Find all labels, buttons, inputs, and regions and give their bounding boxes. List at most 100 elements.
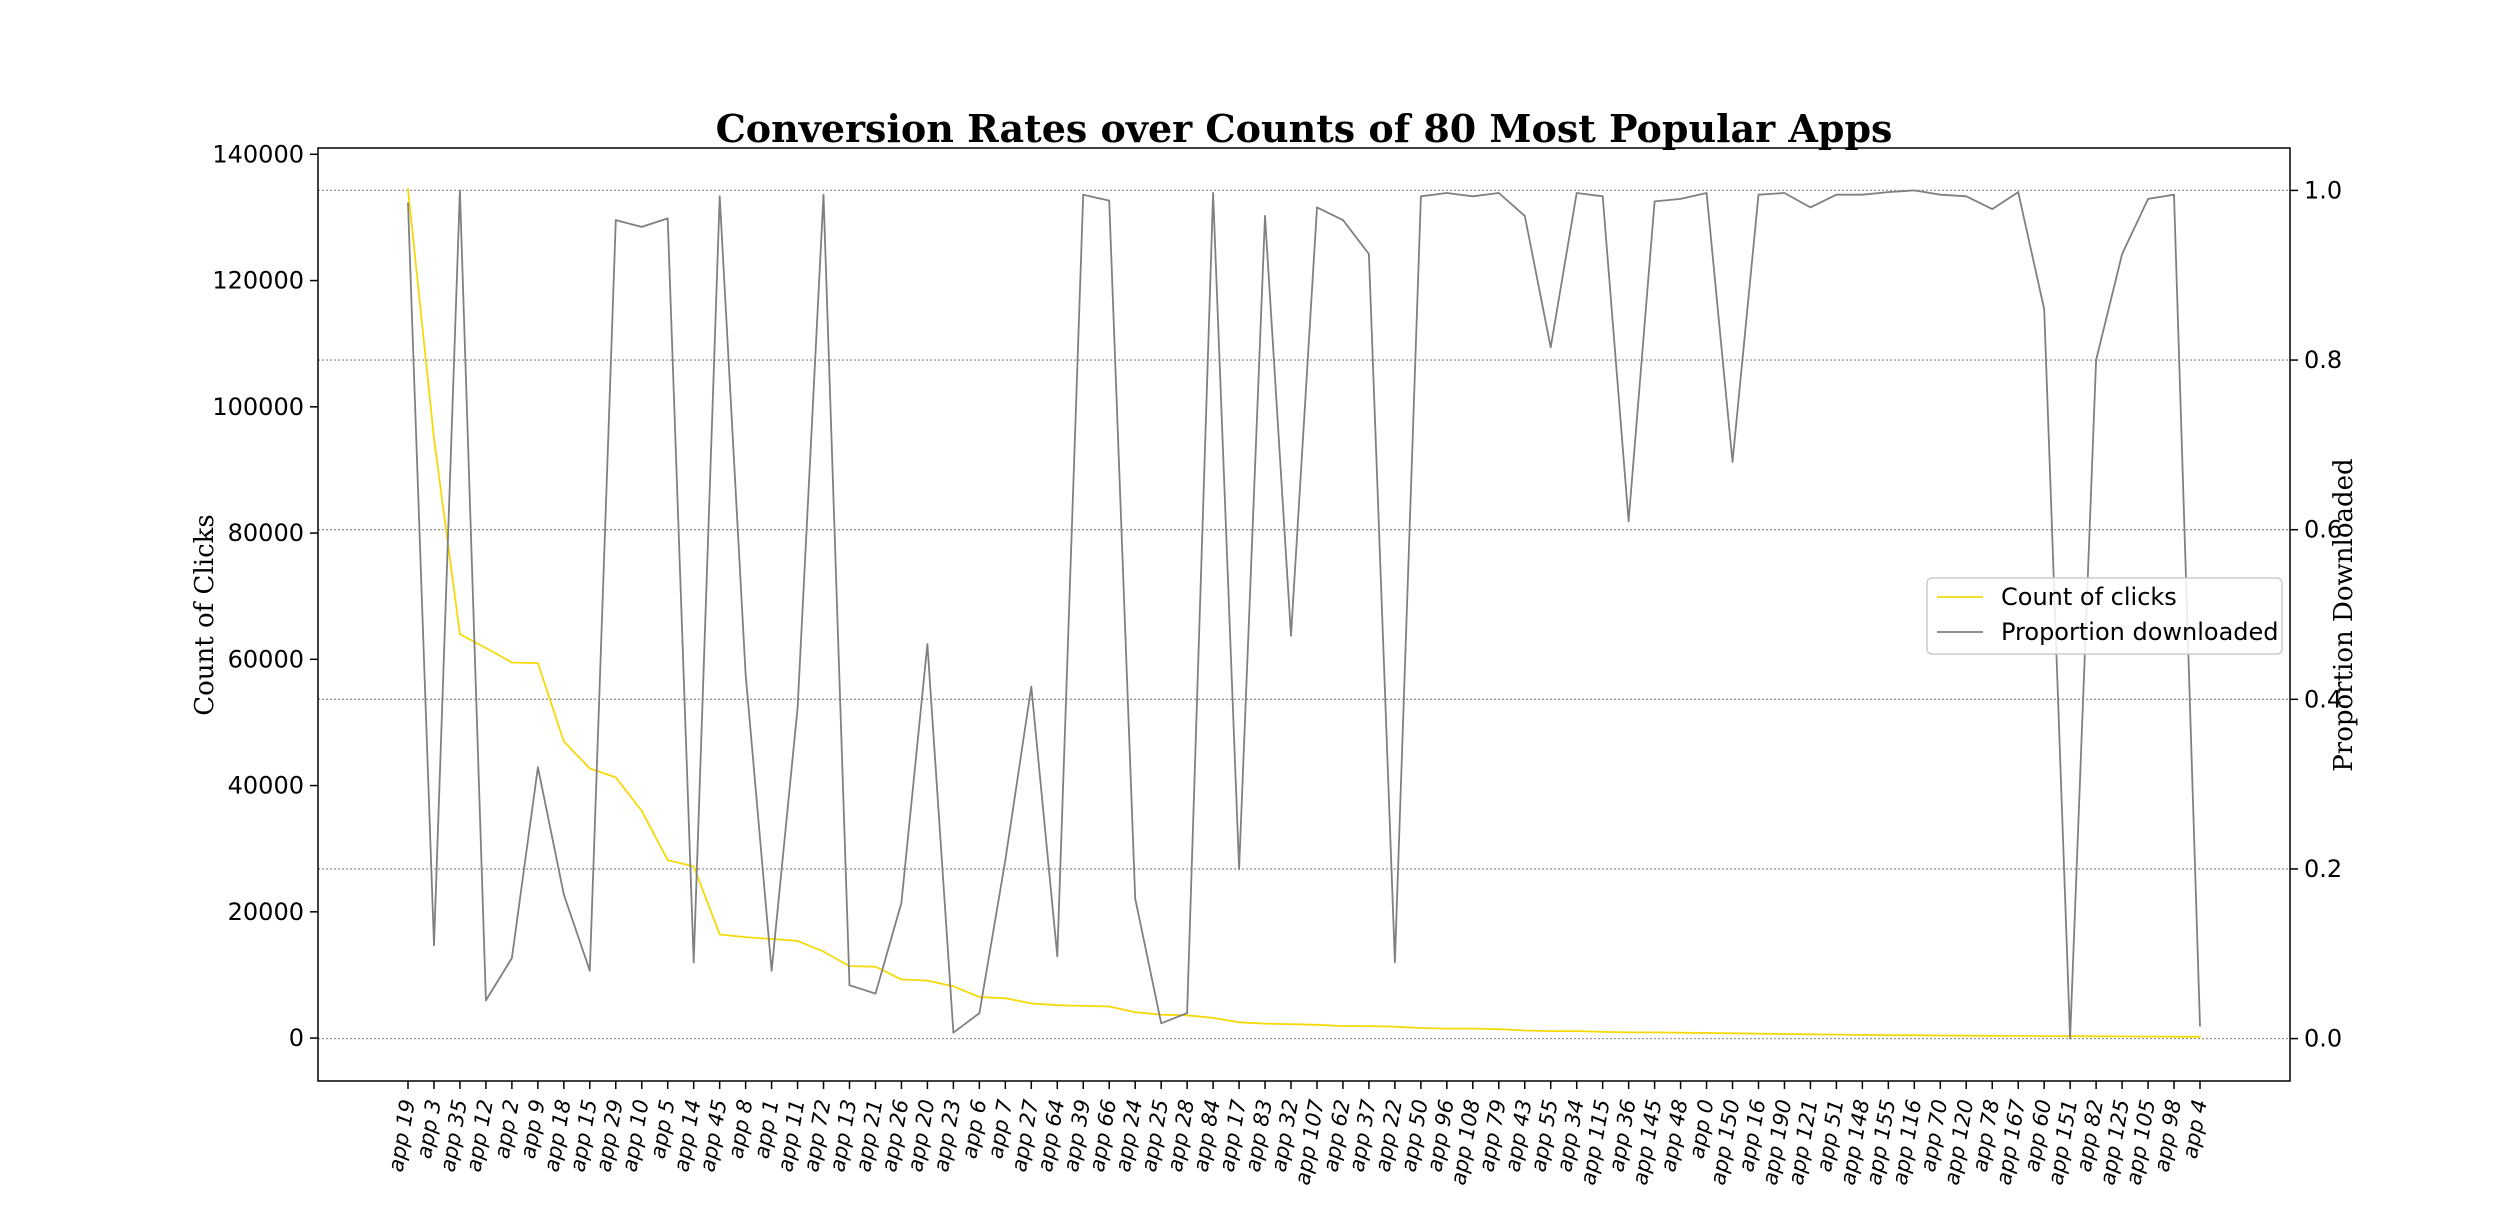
data-point-proportion-downloaded-65 [2095,359,2097,361]
data-point-proportion-downloaded-19 [900,902,903,904]
data-point-proportion-downloaded-10 [666,217,669,220]
data-point-proportion-downloaded-64 [2069,1037,2071,1040]
left-tick-label-6: 120000 [212,267,304,295]
data-point-count-of-clicks-38 [1394,1025,1396,1028]
right-tick-label-1: 0.2 [2304,855,2342,883]
data-point-count-of-clicks-35 [1316,1024,1318,1026]
data-point-count-of-clicks-69 [2199,1036,2201,1038]
data-point-proportion-downloaded-58 [1913,189,1916,192]
data-point-proportion-downloaded-32 [1238,868,1240,870]
data-point-proportion-downloaded-22 [978,1012,981,1014]
data-point-proportion-downloaded-6 [563,893,565,896]
left-tick-label-2: 40000 [228,772,304,800]
data-point-proportion-downloaded-17 [848,984,851,986]
data-point-count-of-clicks-66 [2121,1035,2123,1038]
data-point-count-of-clicks-2 [459,633,461,635]
legend-box [1926,577,2283,655]
data-point-proportion-downloaded-20 [926,643,929,645]
data-point-proportion-downloaded-37 [1368,253,1370,255]
data-point-count-of-clicks-20 [926,979,929,982]
data-point-proportion-downloaded-9 [640,226,643,228]
data-point-count-of-clicks-42 [1498,1028,1500,1030]
data-point-count-of-clicks-59 [1939,1034,1942,1037]
data-point-proportion-downloaded-18 [874,992,877,995]
data-point-count-of-clicks-11 [692,865,695,868]
data-point-count-of-clicks-56 [1861,1034,1864,1036]
data-point-proportion-downloaded-11 [692,961,695,964]
left-tick-label-7: 140000 [212,140,304,168]
right-axis: 0.0 0.2 0.4 0.6 0.8 1.0 [2290,176,2342,1053]
data-point-proportion-downloaded-36 [1342,219,1344,221]
data-point-count-of-clicks-25 [1056,1004,1059,1006]
data-point-proportion-downloaded-56 [1861,193,1864,196]
left-axis-label: Count of Clicks [190,514,220,715]
legend-label-count-of-clicks: Count of clicks [2001,583,2177,611]
data-point-proportion-downloaded-5 [537,766,539,768]
data-point-count-of-clicks-60 [1965,1034,1968,1037]
data-point-proportion-downloaded-48 [1653,200,1656,203]
plot-frame [317,147,2291,1082]
data-point-proportion-downloaded-63 [2043,308,2045,311]
data-point-count-of-clicks-0 [407,188,409,190]
data-point-proportion-downloaded-50 [1705,192,1708,194]
right-tick-label-2: 0.4 [2304,685,2342,713]
data-point-proportion-downloaded-8 [615,219,617,221]
right-tick-label-3: 0.6 [2304,516,2342,544]
data-point-proportion-downloaded-69 [2199,1025,2201,1027]
data-point-count-of-clicks-48 [1653,1031,1656,1034]
data-point-count-of-clicks-30 [1186,1014,1188,1017]
data-point-proportion-downloaded-38 [1394,961,1396,964]
data-point-proportion-downloaded-35 [1316,206,1318,209]
data-point-proportion-downloaded-12 [718,195,721,198]
data-point-proportion-downloaded-42 [1498,192,1500,194]
data-point-count-of-clicks-34 [1290,1023,1292,1025]
data-point-proportion-downloaded-25 [1056,955,1059,958]
data-point-count-of-clicks-45 [1575,1030,1578,1032]
data-point-proportion-downloaded-14 [770,969,773,972]
data-point-proportion-downloaded-53 [1783,192,1786,194]
data-point-proportion-downloaded-57 [1887,191,1890,193]
right-tick-label-5: 1.0 [2304,176,2342,204]
data-point-proportion-downloaded-26 [1082,193,1084,196]
left-tick-label-1: 20000 [228,898,304,926]
left-tick-label-0: 0 [289,1024,304,1052]
left-axis: 0 20000 40000 60000 80000 100000 120000 140000 [212,140,318,1052]
data-point-proportion-downloaded-66 [2121,253,2123,255]
data-point-count-of-clicks-18 [874,965,877,968]
data-point-proportion-downloaded-4 [511,957,513,959]
data-point-proportion-downloaded-68 [2173,193,2175,196]
data-point-proportion-downloaded-41 [1472,195,1474,198]
chart-title: Conversion Rates over Counts of 80 Most … [716,106,1893,151]
data-point-count-of-clicks-19 [900,978,903,981]
data-point-proportion-downloaded-62 [2017,191,2019,193]
data-point-proportion-downloaded-34 [1290,634,1292,637]
data-point-count-of-clicks-49 [1679,1031,1682,1034]
data-point-count-of-clicks-53 [1783,1033,1786,1035]
data-point-count-of-clicks-14 [770,938,773,940]
data-point-count-of-clicks-55 [1835,1033,1838,1036]
data-point-proportion-downloaded-44 [1549,346,1552,349]
right-tick-label-4: 0.8 [2304,346,2342,374]
data-point-proportion-downloaded-45 [1575,192,1578,194]
data-point-count-of-clicks-65 [2095,1035,2097,1038]
grid [318,189,2290,1040]
data-point-proportion-downloaded-55 [1835,193,1838,196]
data-point-count-of-clicks-67 [2147,1035,2149,1038]
series-line-count-of-clicks [407,188,2201,1038]
data-point-proportion-downloaded-3 [485,999,487,1002]
data-point-count-of-clicks-26 [1082,1005,1084,1007]
data-point-count-of-clicks-28 [1134,1011,1136,1013]
data-point-count-of-clicks-8 [615,776,617,779]
data-point-count-of-clicks-4 [511,661,513,664]
data-point-count-of-clicks-5 [537,662,539,664]
data-point-count-of-clicks-51 [1731,1032,1734,1035]
data-point-proportion-downloaded-30 [1186,1012,1188,1014]
data-point-proportion-downloaded-23 [1004,859,1007,862]
data-point-proportion-downloaded-31 [1212,192,1214,194]
data-point-proportion-downloaded-47 [1627,520,1630,522]
data-point-count-of-clicks-6 [563,740,565,743]
data-point-proportion-downloaded-29 [1160,1022,1162,1025]
data-point-count-of-clicks-16 [822,950,825,953]
